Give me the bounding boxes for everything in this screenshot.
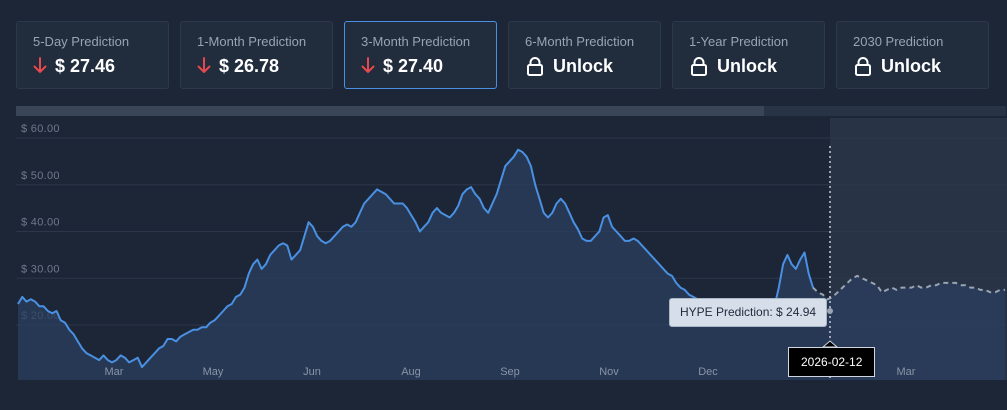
card-3-month[interactable]: 3-Month Prediction $ 27.40 <box>344 21 497 89</box>
card-label: 6-Month Prediction <box>525 34 635 49</box>
x-tick-label: Mar <box>897 366 916 378</box>
y-tick-label: $ 50.00 <box>21 170 60 182</box>
card-1-month[interactable]: 1-Month Prediction $ 26.78 <box>180 21 333 89</box>
x-tick-label: Sep <box>500 366 520 378</box>
x-axis-ticks: Mar May Jun Aug Sep Nov Dec Mar <box>105 366 916 378</box>
prediction-cards: 5-Day Prediction $ 27.46 1-Month Predict… <box>16 21 989 89</box>
y-tick-label: $ 40.00 <box>21 217 60 229</box>
lock-icon <box>855 57 871 76</box>
lock-icon <box>691 57 707 76</box>
series-actual-line <box>17 148 814 369</box>
arrow-down-icon <box>361 57 375 73</box>
card-value: $ 27.40 <box>383 56 444 76</box>
card-value: Unlock <box>553 56 614 76</box>
x-tick-label: Mar <box>105 366 124 378</box>
crosshair-date-label: 2026-02-12 <box>788 347 876 377</box>
card-label: 1-Month Prediction <box>197 34 307 49</box>
x-tick-label: Nov <box>599 366 619 378</box>
card-value: $ 27.46 <box>55 56 116 76</box>
card-value-row: $ 27.40 <box>361 55 496 77</box>
card-value: Unlock <box>717 56 778 76</box>
card-value-row: $ 27.46 <box>33 55 168 77</box>
card-value-row: Unlock <box>853 55 988 77</box>
y-axis-ticks: $ 20.00$ 30.00$ 40.00$ 50.00$ 60.00 <box>21 123 60 322</box>
card-2030[interactable]: 2030 Prediction Unlock <box>836 21 989 89</box>
card-value-row: $ 26.78 <box>197 55 332 77</box>
x-tick-label: May <box>203 366 224 378</box>
scrollbar-thumb[interactable] <box>16 106 764 116</box>
card-value-row: Unlock <box>525 55 660 77</box>
card-value: $ 26.78 <box>219 56 280 76</box>
card-value: Unlock <box>881 56 942 76</box>
arrow-down-icon <box>33 57 47 73</box>
y-tick-label: $ 60.00 <box>21 123 60 135</box>
card-value-row: Unlock <box>689 55 824 77</box>
card-label: 5-Day Prediction <box>33 34 130 49</box>
card-6-month[interactable]: 6-Month Prediction Unlock <box>508 21 661 89</box>
x-tick-label: Dec <box>698 366 718 378</box>
y-tick-label: $ 30.00 <box>21 263 60 275</box>
x-tick-label: Aug <box>401 366 421 378</box>
card-5-day[interactable]: 5-Day Prediction $ 27.46 <box>16 21 169 89</box>
card-label: 3-Month Prediction <box>361 34 471 49</box>
x-tick-label: Jun <box>303 366 321 378</box>
card-label: 1-Year Prediction <box>689 34 789 49</box>
lock-icon <box>527 57 543 76</box>
card-label: 2030 Prediction <box>853 34 944 49</box>
hover-point <box>827 308 833 314</box>
arrow-down-icon <box>197 57 211 73</box>
series-prediction-line <box>812 274 1005 301</box>
prediction-tooltip: HYPE Prediction: $ 24.94 <box>669 298 828 327</box>
card-1-year[interactable]: 1-Year Prediction Unlock <box>672 21 825 89</box>
chart-scrollbar[interactable] <box>16 106 1006 116</box>
